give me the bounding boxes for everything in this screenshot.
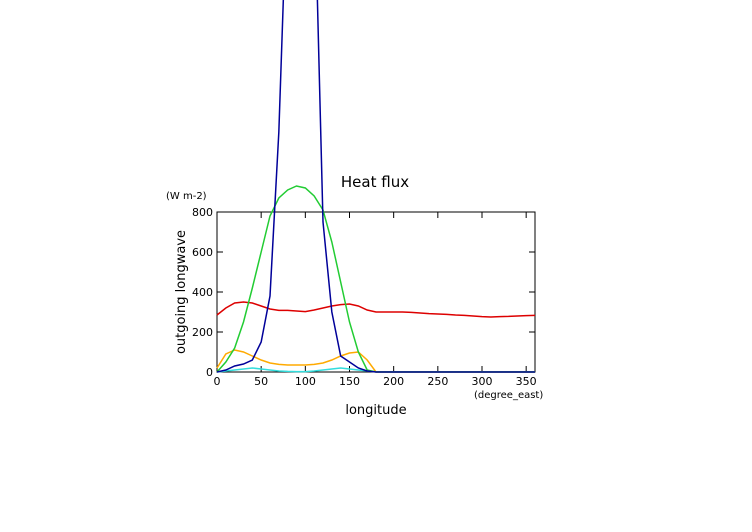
x-units: (degree_east)	[474, 390, 543, 401]
x-tick-label: 150	[339, 375, 360, 388]
y-tick-label: 200	[192, 326, 213, 339]
series-line	[216, 185, 535, 373]
x-tick-label: 100	[295, 375, 316, 388]
chart-title: Heat flux	[341, 173, 409, 191]
series-line	[216, 301, 536, 318]
x-tick-label: 350	[516, 375, 537, 388]
x-tick-label: 50	[254, 375, 268, 388]
x-tick-label: 0	[214, 375, 221, 388]
y-axis-label: outgoing longwave	[174, 230, 189, 354]
x-tick-label: 300	[472, 375, 493, 388]
x-tick-label: 250	[427, 375, 448, 388]
x-tick-label: 200	[383, 375, 404, 388]
y-tick-label: 800	[192, 206, 213, 219]
y-tick-label: 600	[192, 246, 213, 259]
y-tick-label: 0	[206, 366, 213, 379]
y-units: (W m-2)	[166, 191, 207, 202]
y-tick-label: 400	[192, 286, 213, 299]
x-axis-label: longitude	[345, 403, 406, 418]
series-line	[216, 0, 535, 373]
